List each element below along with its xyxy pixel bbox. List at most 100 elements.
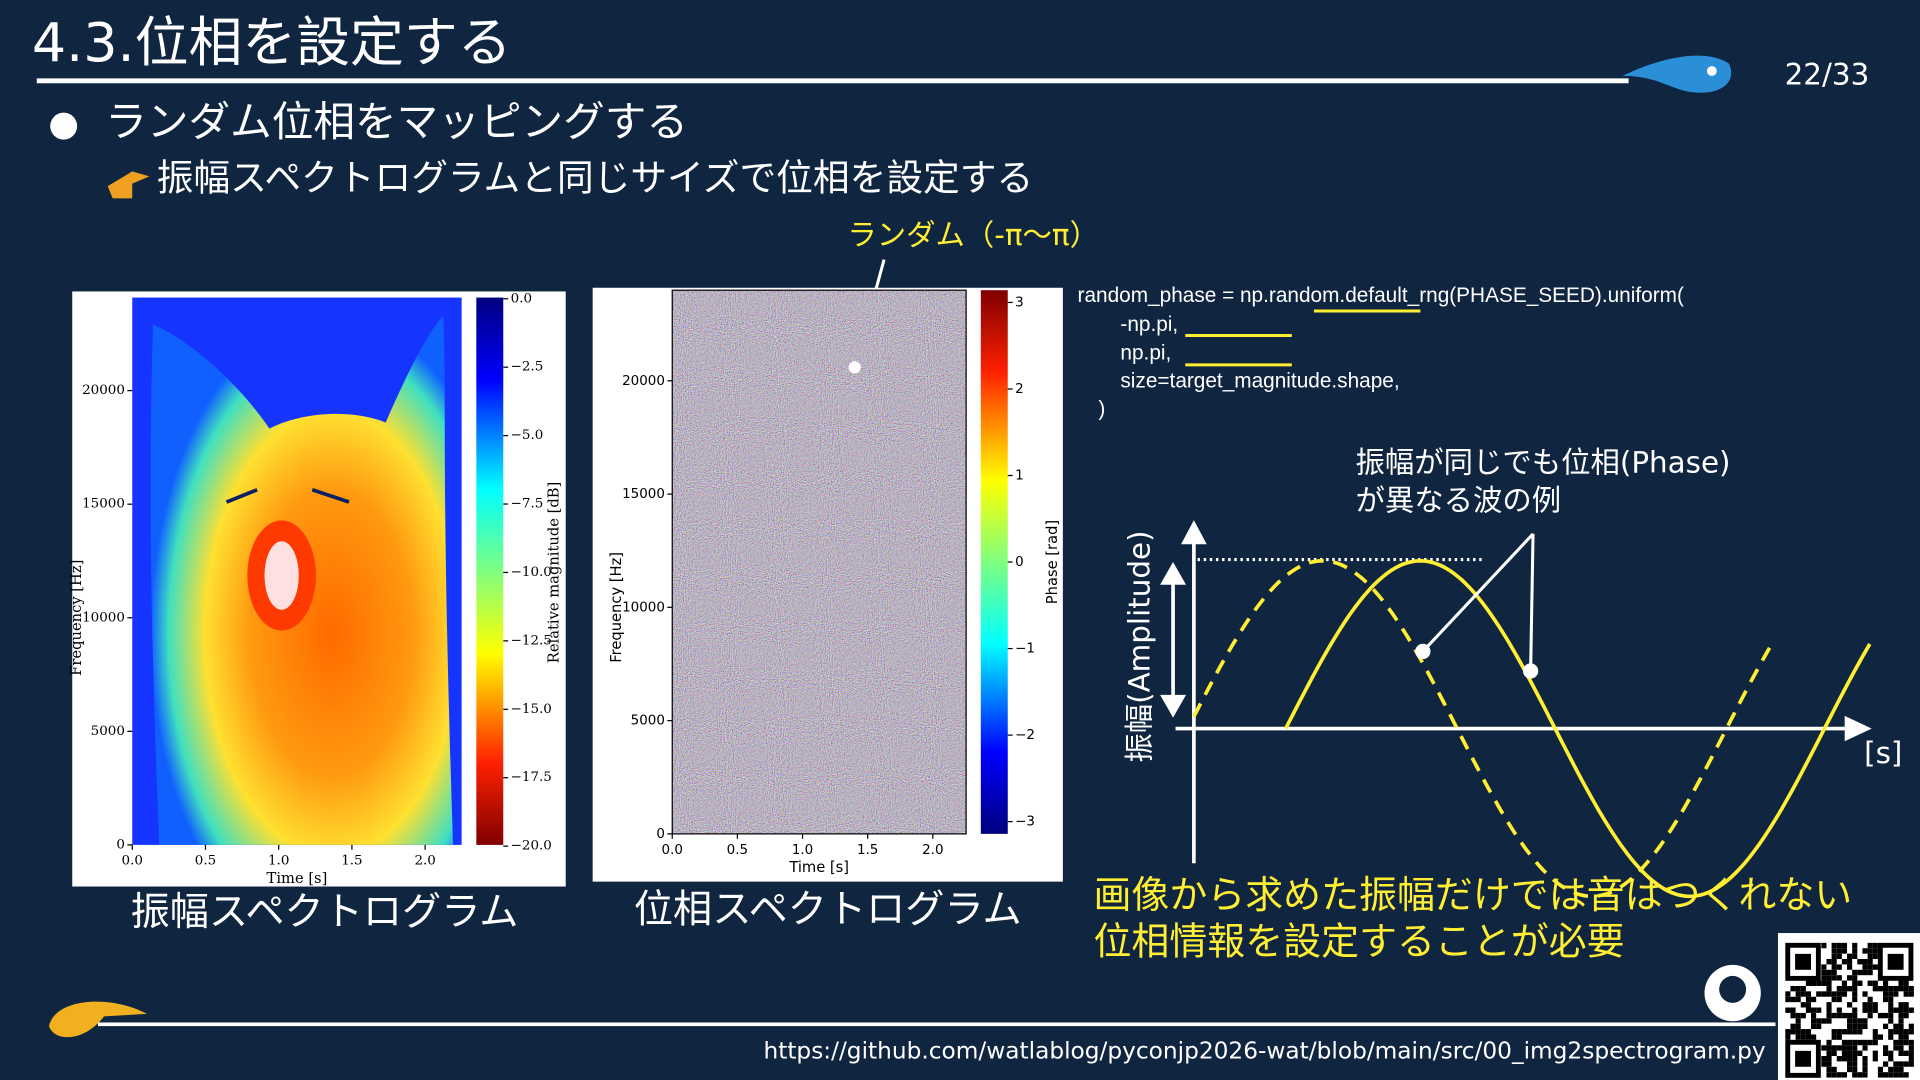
x-tick-label: 0.5 xyxy=(195,853,216,868)
qr-cell xyxy=(1862,1023,1868,1030)
qr-cell xyxy=(1852,969,1858,976)
qr-cell xyxy=(1800,985,1806,992)
qr-cell xyxy=(1795,985,1801,992)
y-tick-label: 0 xyxy=(656,827,665,842)
qr-cell xyxy=(1898,1018,1904,1024)
qr-cell xyxy=(1883,1045,1889,1051)
qr-cell xyxy=(1821,980,1827,986)
qr-cell xyxy=(1898,985,1904,992)
qr-cell xyxy=(1908,1007,1914,1013)
qr-cell xyxy=(1908,1056,1914,1062)
qr-cell xyxy=(1836,1034,1842,1040)
qr-cell xyxy=(1836,953,1842,960)
qr-cell xyxy=(1847,985,1853,992)
qr-cell xyxy=(1841,991,1848,997)
qr-cell xyxy=(1883,1061,1889,1067)
qr-cell xyxy=(1877,985,1884,992)
qr-cell xyxy=(1852,996,1858,1003)
qr-cell xyxy=(1888,1029,1894,1035)
qr-cell xyxy=(1872,1002,1878,1008)
qr-cell xyxy=(1805,991,1812,997)
qr-cell xyxy=(1872,1039,1878,1046)
qr-cell xyxy=(1847,1018,1853,1024)
qr-cell xyxy=(1883,1012,1889,1019)
colorbar-tick-label: −15.0 xyxy=(511,702,552,717)
qr-cell xyxy=(1888,1072,1894,1078)
qr-cell xyxy=(1836,964,1842,970)
qr-cell xyxy=(1831,1034,1837,1040)
qr-cell xyxy=(1811,1007,1817,1013)
qr-cell xyxy=(1826,1056,1832,1062)
qr-cell xyxy=(1847,953,1853,960)
qr-cell xyxy=(1857,959,1863,965)
qr-cell xyxy=(1826,1007,1832,1013)
cat-image xyxy=(150,315,454,845)
qr-cell xyxy=(1836,1012,1842,1019)
qr-cell xyxy=(1872,942,1878,949)
wave-axes xyxy=(1160,520,1872,864)
colorbar-tick-label: −20.0 xyxy=(511,839,552,854)
qr-cell xyxy=(1785,996,1791,1003)
qr-cell xyxy=(1841,985,1848,992)
qr-cell xyxy=(1862,1039,1868,1046)
qr-cell xyxy=(1831,1050,1837,1056)
qr-cell xyxy=(1852,1039,1858,1046)
qr-cell xyxy=(1888,1007,1894,1013)
qr-cell xyxy=(1898,1045,1904,1051)
qr-cell xyxy=(1826,969,1832,976)
qr-cell xyxy=(1811,996,1817,1003)
qr-cell xyxy=(1883,985,1889,992)
qr-cell xyxy=(1898,1007,1904,1013)
qr-cell xyxy=(1898,1029,1904,1035)
qr-cell xyxy=(1826,975,1832,981)
qr-cell xyxy=(1847,1023,1853,1030)
qr-cell xyxy=(1852,1018,1858,1024)
qr-cell xyxy=(1831,1072,1837,1078)
qr-cell xyxy=(1903,1061,1909,1067)
qr-cell xyxy=(1821,975,1827,981)
qr-cell xyxy=(1888,991,1894,997)
y-tick-label: 15000 xyxy=(82,497,125,512)
qr-cell xyxy=(1816,1007,1822,1013)
qr-cell xyxy=(1852,980,1858,986)
qr-cell xyxy=(1867,948,1873,954)
qr-cell xyxy=(1908,1050,1914,1056)
qr-cell xyxy=(1872,1050,1878,1056)
qr-cell xyxy=(1847,1066,1853,1073)
bullet: ランダム位相をマッピングする xyxy=(105,97,688,146)
qr-cell xyxy=(1805,1034,1812,1040)
qr-cell xyxy=(1903,1012,1909,1019)
qr-cell xyxy=(1877,1072,1884,1078)
qr-cell xyxy=(1831,1029,1837,1035)
qr-cell xyxy=(1872,964,1878,970)
colorbar-tick-label: −2.5 xyxy=(511,360,544,375)
qr-cell xyxy=(1795,1012,1801,1019)
wave-dashed xyxy=(1192,558,1776,899)
colorbar-tick-label: −5.0 xyxy=(511,428,544,443)
qr-cell xyxy=(1790,1012,1796,1019)
qr-cell xyxy=(1826,959,1832,965)
qr-cell xyxy=(1888,1018,1894,1024)
qr-cell xyxy=(1867,1002,1873,1008)
qr-cell xyxy=(1821,1018,1827,1024)
qr-cell xyxy=(1888,1012,1894,1019)
qr-cell xyxy=(1795,996,1801,1003)
x-tick-label: 2.0 xyxy=(922,843,943,858)
y-tick-label: 10000 xyxy=(622,600,665,615)
qr-cell xyxy=(1903,1007,1909,1013)
colorbar-tick-label: −12.5 xyxy=(511,633,552,648)
qr-cell xyxy=(1903,980,1909,986)
qr-cell xyxy=(1852,1023,1858,1030)
qr-cell xyxy=(1898,1002,1904,1008)
x-tick-label: 0.0 xyxy=(122,853,143,868)
qr-cell xyxy=(1841,1072,1848,1078)
qr-cell xyxy=(1790,1023,1796,1030)
qr-cell xyxy=(1816,1018,1822,1024)
page-number: 22/33 xyxy=(1785,57,1870,91)
qr-finder xyxy=(1785,942,1821,981)
qr-finder-core xyxy=(1795,953,1812,970)
qr-cell xyxy=(1857,1039,1863,1046)
qr-cell xyxy=(1857,1050,1863,1056)
